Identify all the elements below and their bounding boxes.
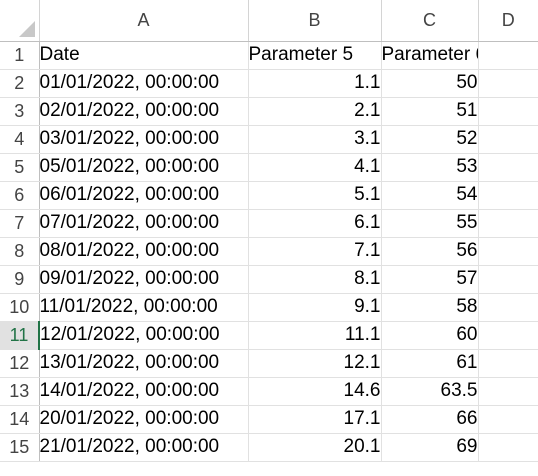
row-header[interactable]: 3 [0, 97, 40, 126]
column-header-d[interactable]: D [478, 0, 538, 42]
row-header[interactable]: 1 [0, 41, 40, 70]
cell-date[interactable]: 20/01/2022, 00:00:00 [39, 405, 249, 434]
cell-parameter-6[interactable]: 52 [381, 125, 479, 154]
cell-date[interactable]: 01/01/2022, 00:00:00 [39, 69, 249, 98]
table-row: 7 07/01/2022, 00:00:00 6.1 55 [0, 209, 538, 238]
cell-parameter-6[interactable]: 66 [381, 405, 479, 434]
cell-parameter-5[interactable]: 5.1 [248, 181, 382, 210]
cell-parameter-6[interactable]: 57 [381, 265, 479, 294]
cell-date[interactable]: 11/01/2022, 00:00:00 [39, 293, 249, 322]
table-row: 5 05/01/2022, 00:00:00 4.1 53 [0, 153, 538, 182]
cell-parameter-5[interactable]: 20.1 [248, 433, 382, 462]
row-header[interactable]: 13 [0, 377, 40, 406]
cell-parameter-6[interactable]: 60 [381, 321, 479, 350]
cell-date[interactable]: 12/01/2022, 00:00:00 [39, 321, 249, 350]
cell-parameter-6[interactable]: 63.5 [381, 377, 479, 406]
table-row: 1 Date Parameter 5 Parameter 6 [0, 41, 538, 70]
row-header[interactable]: 5 [0, 153, 40, 182]
cell-empty[interactable] [478, 293, 538, 322]
table-row: 12 13/01/2022, 00:00:00 12.1 61 [0, 349, 538, 378]
table-row: 10 11/01/2022, 00:00:00 9.1 58 [0, 293, 538, 322]
cell-date[interactable]: 21/01/2022, 00:00:00 [39, 433, 249, 462]
table-row: 8 08/01/2022, 00:00:00 7.1 56 [0, 237, 538, 266]
cell-parameter-5[interactable]: 6.1 [248, 209, 382, 238]
table-row: 2 01/01/2022, 00:00:00 1.1 50 [0, 69, 538, 98]
cell-parameter-5[interactable]: 1.1 [248, 69, 382, 98]
row-header[interactable]: 8 [0, 237, 40, 266]
cell-empty[interactable] [478, 181, 538, 210]
cell-date[interactable]: 13/01/2022, 00:00:00 [39, 349, 249, 378]
cell-empty[interactable] [478, 209, 538, 238]
cell-parameter-6[interactable]: 51 [381, 97, 479, 126]
cell-a1[interactable]: Date [39, 41, 249, 70]
cell-parameter-5[interactable]: 11.1 [248, 321, 382, 350]
cell-empty[interactable] [478, 265, 538, 294]
cell-date[interactable]: 06/01/2022, 00:00:00 [39, 181, 249, 210]
cell-d1[interactable] [478, 41, 538, 70]
cell-empty[interactable] [478, 349, 538, 378]
column-header-b[interactable]: B [248, 0, 382, 42]
cell-parameter-6[interactable]: 50 [381, 69, 479, 98]
cell-date[interactable]: 07/01/2022, 00:00:00 [39, 209, 249, 238]
cell-parameter-6[interactable]: 55 [381, 209, 479, 238]
cell-empty[interactable] [478, 69, 538, 98]
cell-parameter-6[interactable]: 56 [381, 237, 479, 266]
column-header-row: A B C D [0, 0, 538, 42]
row-header[interactable]: 10 [0, 293, 40, 322]
table-row: 14 20/01/2022, 00:00:00 17.1 66 [0, 405, 538, 434]
table-row: 9 09/01/2022, 00:00:00 8.1 57 [0, 265, 538, 294]
table-row: 15 21/01/2022, 00:00:00 20.1 69 [0, 433, 538, 462]
cell-b1[interactable]: Parameter 5 [248, 41, 382, 70]
cell-empty[interactable] [478, 321, 538, 350]
cell-date[interactable]: 03/01/2022, 00:00:00 [39, 125, 249, 154]
cell-c1[interactable]: Parameter 6 [381, 41, 479, 70]
cell-empty[interactable] [478, 125, 538, 154]
cell-date[interactable]: 05/01/2022, 00:00:00 [39, 153, 249, 182]
cell-empty[interactable] [478, 237, 538, 266]
cell-parameter-5[interactable]: 9.1 [248, 293, 382, 322]
row-header[interactable]: 12 [0, 349, 40, 378]
cell-grid: A B C D 1 Date Parameter 5 Parameter 6 2… [0, 0, 538, 462]
cell-date[interactable]: 08/01/2022, 00:00:00 [39, 237, 249, 266]
select-all-icon [18, 20, 35, 37]
table-row: 6 06/01/2022, 00:00:00 5.1 54 [0, 181, 538, 210]
cell-parameter-5[interactable]: 12.1 [248, 349, 382, 378]
column-header-c[interactable]: C [381, 0, 479, 42]
table-row: 3 02/01/2022, 00:00:00 2.1 51 [0, 97, 538, 126]
cell-parameter-6[interactable]: 61 [381, 349, 479, 378]
row-header[interactable]: 4 [0, 125, 40, 154]
cell-parameter-5[interactable]: 3.1 [248, 125, 382, 154]
row-header[interactable]: 11 [0, 321, 40, 350]
cell-parameter-5[interactable]: 7.1 [248, 237, 382, 266]
cell-empty[interactable] [478, 153, 538, 182]
cell-parameter-5[interactable]: 17.1 [248, 405, 382, 434]
row-header[interactable]: 14 [0, 405, 40, 434]
cell-empty[interactable] [478, 97, 538, 126]
cell-parameter-5[interactable]: 4.1 [248, 153, 382, 182]
cell-parameter-6[interactable]: 54 [381, 181, 479, 210]
row-header[interactable]: 9 [0, 265, 40, 294]
cell-empty[interactable] [478, 405, 538, 434]
cell-parameter-5[interactable]: 2.1 [248, 97, 382, 126]
table-row: 13 14/01/2022, 00:00:00 14.6 63.5 [0, 377, 538, 406]
cell-parameter-5[interactable]: 14.6 [248, 377, 382, 406]
table-row: 11 12/01/2022, 00:00:00 11.1 60 [0, 321, 538, 350]
cell-date[interactable]: 09/01/2022, 00:00:00 [39, 265, 249, 294]
cell-empty[interactable] [478, 377, 538, 406]
select-all-corner[interactable] [0, 0, 40, 42]
cell-parameter-6[interactable]: 58 [381, 293, 479, 322]
cell-parameter-6[interactable]: 69 [381, 433, 479, 462]
cell-date[interactable]: 14/01/2022, 00:00:00 [39, 377, 249, 406]
table-row: 4 03/01/2022, 00:00:00 3.1 52 [0, 125, 538, 154]
row-header[interactable]: 15 [0, 433, 40, 462]
cell-date[interactable]: 02/01/2022, 00:00:00 [39, 97, 249, 126]
cell-parameter-6[interactable]: 53 [381, 153, 479, 182]
cell-parameter-5[interactable]: 8.1 [248, 265, 382, 294]
row-header[interactable]: 6 [0, 181, 40, 210]
row-header[interactable]: 7 [0, 209, 40, 238]
cell-empty[interactable] [478, 433, 538, 462]
row-header[interactable]: 2 [0, 69, 40, 98]
column-header-a[interactable]: A [39, 0, 249, 42]
